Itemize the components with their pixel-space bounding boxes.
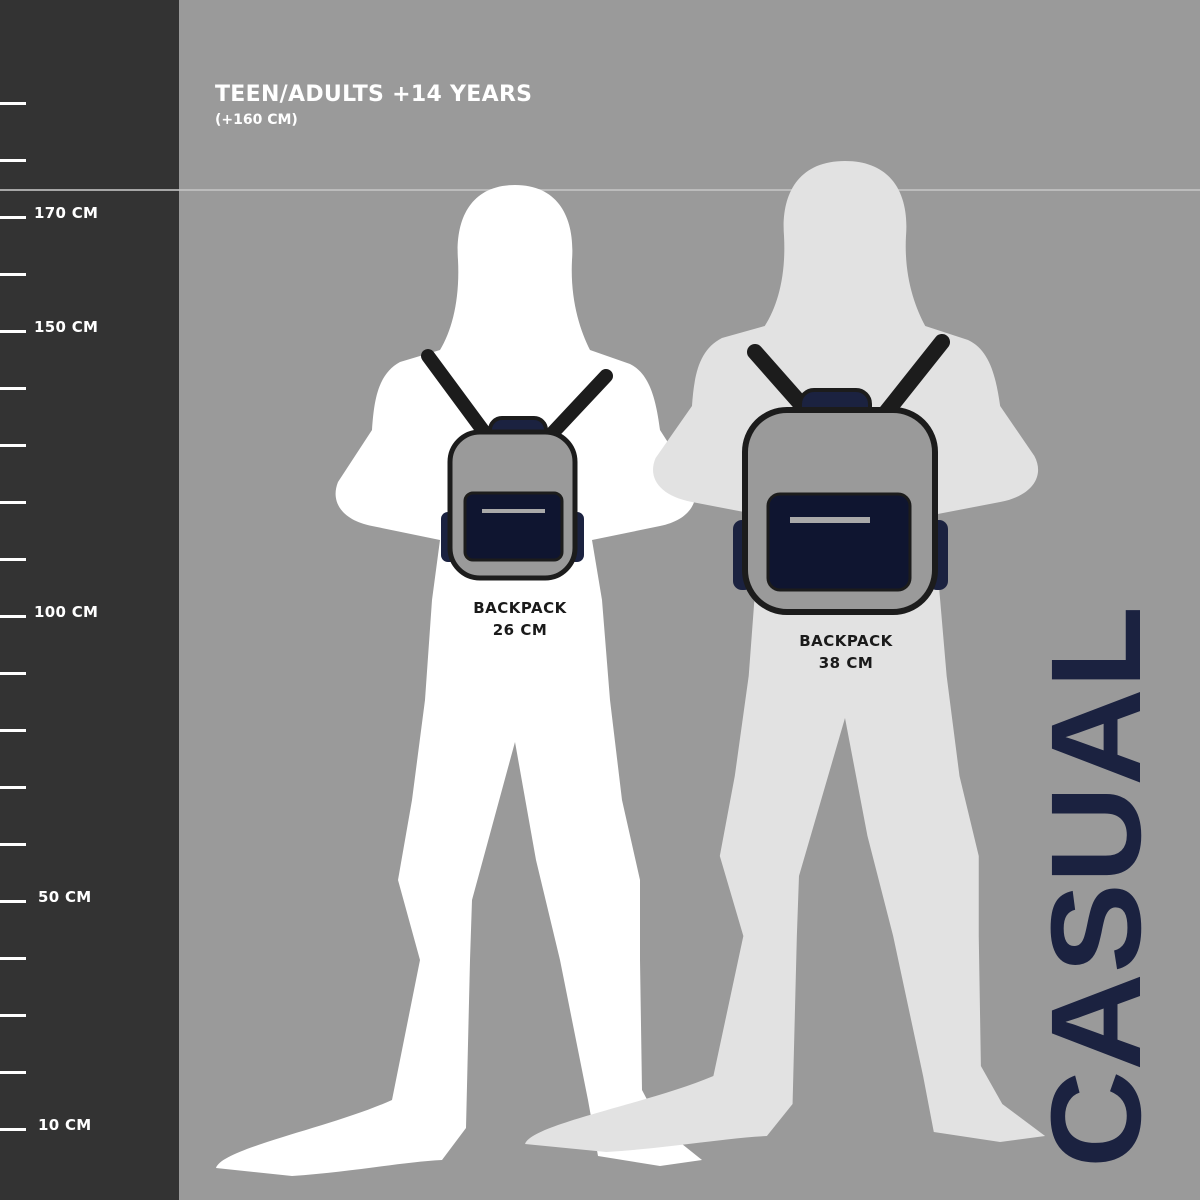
backpack-icon-large bbox=[733, 334, 950, 615]
ruler-tick bbox=[0, 957, 26, 960]
ruler-tick bbox=[0, 273, 26, 276]
ruler-tick bbox=[0, 843, 26, 846]
backpack-name: BACKPACK bbox=[799, 632, 893, 650]
backpack-icon-small bbox=[421, 349, 613, 581]
ruler-tick bbox=[0, 786, 26, 789]
ruler-tick bbox=[0, 615, 26, 618]
ruler-tick bbox=[0, 900, 26, 903]
ruler-label-50: 50 CM bbox=[38, 888, 92, 906]
ruler-tick bbox=[0, 1071, 26, 1074]
ruler-tick bbox=[0, 159, 26, 162]
ruler-tick bbox=[0, 216, 26, 219]
person-silhouette-small bbox=[216, 185, 702, 1176]
brand-word-casual: CASUAL bbox=[1025, 606, 1168, 1168]
ruler-label-100: 100 CM bbox=[34, 603, 99, 621]
page-subtitle: (+160 CM) bbox=[215, 112, 298, 128]
ruler-tick bbox=[0, 102, 26, 105]
ruler-label-150: 150 CM bbox=[34, 318, 99, 336]
page-title: TEEN/ADULTS +14 YEARS bbox=[215, 82, 533, 107]
height-reference-line bbox=[0, 189, 1200, 191]
ruler-label-10: 10 CM bbox=[38, 1116, 92, 1134]
backpack-label-large: BACKPACK 38 CM bbox=[766, 630, 926, 674]
ruler-tick bbox=[0, 330, 26, 333]
backpack-size: 38 CM bbox=[818, 654, 874, 672]
ruler-tick bbox=[0, 1014, 26, 1017]
ruler-tick bbox=[0, 1128, 26, 1131]
ruler-tick bbox=[0, 501, 26, 504]
backpack-label-small: BACKPACK 26 CM bbox=[440, 597, 600, 641]
ruler-tick bbox=[0, 558, 26, 561]
ruler-tick bbox=[0, 387, 26, 390]
ruler-tick bbox=[0, 729, 26, 732]
height-ruler bbox=[0, 0, 179, 1200]
backpack-size: 26 CM bbox=[492, 621, 548, 639]
ruler-label-170: 170 CM bbox=[34, 204, 99, 222]
backpack-name: BACKPACK bbox=[473, 599, 567, 617]
ruler-tick bbox=[0, 672, 26, 675]
ruler-tick bbox=[0, 444, 26, 447]
